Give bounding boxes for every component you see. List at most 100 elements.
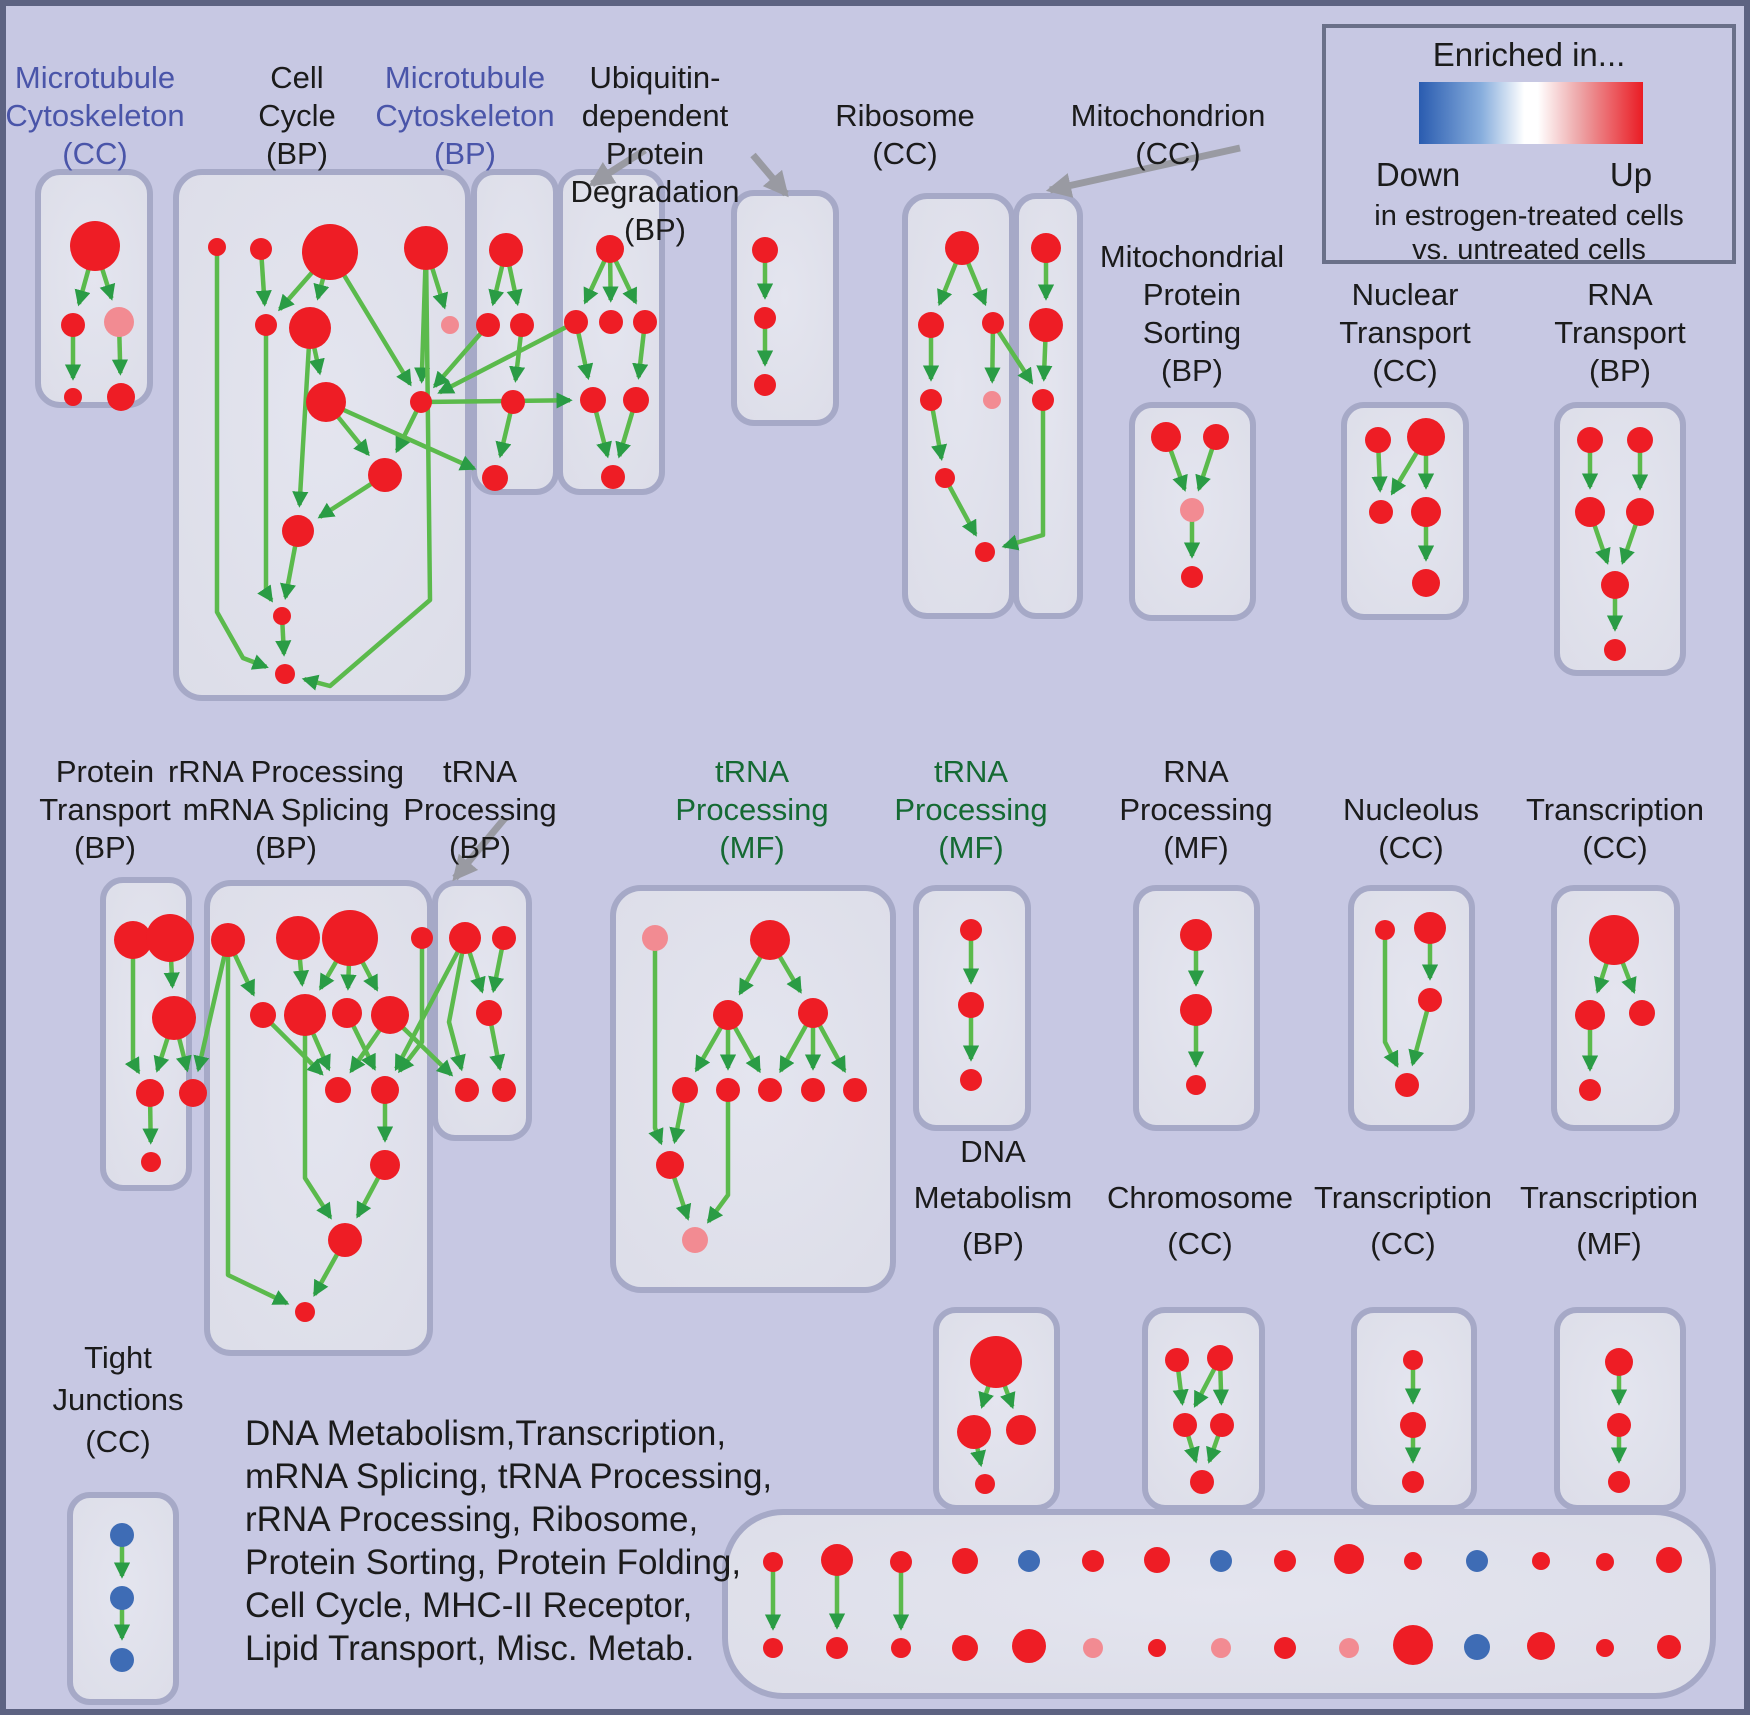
note-line: rRNA Processing, Ribosome, [245,1500,699,1539]
go-node-mtcc-3 [64,388,82,406]
go-node-rnap-0 [1180,919,1212,951]
lbl-trna-bp-line-1: Processing [403,792,556,827]
go-node-strip-24 [1339,1638,1359,1658]
go-node-txmf-1 [1607,1413,1631,1437]
lbl-rrna-mrna-line-1: mRNA Splicing [183,792,390,827]
cluster-box-mtcc [35,169,153,408]
summary-note: DNA Metabolism,Transcription, mRNA Splic… [245,1412,772,1670]
go-node-txcc-1 [1575,1000,1605,1030]
go-node-rrna-12 [295,1302,315,1322]
go-node-mito-0 [1031,233,1061,263]
go-node-cc-0 [208,238,226,256]
edge-arrow [706,1090,731,1224]
note-line: DNA Metabolism,Transcription, [245,1414,727,1453]
edge-arrow [991,321,1034,385]
cluster-box-nt [1341,402,1469,620]
go-node-chrom-3 [1210,1413,1234,1437]
lbl-microtubule-cc-line-2: (CC) [62,136,127,171]
go-node-mtbp-4 [482,465,508,491]
go-node-trnamf1-9 [656,1151,684,1179]
lbl-rna-processing-line-2: (MF) [1163,830,1228,865]
go-node-strip-7 [1210,1550,1232,1572]
go-node-rnap-1 [1180,994,1212,1026]
go-node-rrna-1 [276,916,320,960]
edge-arrow [433,323,490,389]
go-node-ubR-0 [752,237,778,263]
go-node-cc-11 [273,607,291,625]
go-node-mtbp-2 [510,313,534,337]
go-node-strip-1 [821,1544,853,1576]
lbl-ubiquitin-line-2: Protein [606,136,704,171]
go-node-mps-1 [1203,424,1229,450]
lbl-rrna-mrna-line-2: (BP) [255,830,317,865]
lbl-cell-cycle-line-0: Cell [270,60,323,95]
lbl-nucleolus-line-1: (CC) [1378,830,1443,865]
go-node-rnat-2 [1575,497,1605,527]
go-node-ubR-1 [754,307,776,329]
lbl-protein-transport-line-0: Protein [56,754,154,789]
go-node-strip-6 [1144,1547,1170,1573]
note-line: mRNA Splicing, tRNA Processing, [245,1457,773,1496]
go-node-trnamf1-10 [682,1227,708,1253]
lbl-microtubule-cc-line-1: Cytoskeleton [5,98,184,133]
go-node-cc-12 [275,664,295,684]
lbl-nuclear-transport-line-0: Nuclear [1352,277,1459,312]
pointer-arrow [1045,144,1241,198]
go-node-trnamf1-7 [801,1078,825,1102]
lbl-dna-metabolism-line-0: DNA [960,1134,1026,1169]
go-node-strip-21 [1148,1639,1166,1657]
go-node-nt-2 [1369,500,1393,524]
go-node-cc-8 [410,391,432,413]
go-node-strip-17 [891,1638,911,1658]
go-node-chrom-4 [1190,1470,1214,1494]
lbl-mito-protein-sorting-line-3: (BP) [1161,353,1223,388]
pointer-arrow [588,147,647,187]
lbl-transcription-mf-line-1: (MF) [1576,1226,1641,1261]
go-node-txcc3-2 [1402,1471,1424,1493]
lbl-trna-mf-2-line-1: Processing [894,792,1047,827]
cluster-box-nucl [1348,885,1475,1131]
go-node-dnam-2 [1006,1415,1036,1445]
lbl-mitochondrion-line-1: (CC) [1135,136,1200,171]
go-node-nucl-3 [1395,1073,1419,1097]
go-node-mtcc-4 [107,383,135,411]
cluster-box-ubR [731,190,839,426]
go-node-strip-20 [1083,1638,1103,1658]
go-node-cc-5 [289,307,331,349]
lbl-microtubule-bp-line-0: Microtubule [385,60,545,95]
legend-subtitle-1: in estrogen-treated cells [1374,200,1684,232]
lbl-cell-cycle-line-2: (BP) [266,136,328,171]
go-node-rrna-0 [211,923,245,957]
cluster-box-rnat [1554,402,1686,676]
pointer-arrow [750,152,789,198]
go-node-mps-0 [1151,422,1181,452]
edge-arrow [261,1013,324,1076]
go-node-cc-6 [441,316,459,334]
lbl-cell-cycle-line-1: Cycle [258,98,336,133]
lbl-transcription-cc-line-0: Transcription [1526,792,1704,827]
go-node-mito-2 [1032,389,1054,411]
go-node-rrna-2 [322,910,378,966]
go-node-mito-1 [1029,308,1063,342]
lbl-tight-junctions-line-0: Tight [84,1340,152,1375]
go-node-tj-0 [110,1523,134,1547]
go-node-txmf-2 [1608,1471,1630,1493]
go-node-rnat-1 [1627,427,1653,453]
go-node-strip-12 [1532,1552,1550,1570]
go-node-rrna-9 [371,1076,399,1104]
go-node-dnam-0 [970,1336,1022,1388]
go-node-trnabp-4 [492,1078,516,1102]
go-node-rnat-4 [1601,571,1629,599]
go-node-nucl-1 [1414,912,1446,944]
go-node-mtbp-0 [489,233,523,267]
lbl-trna-bp-line-0: tRNA [443,754,517,789]
go-node-txcc-3 [1579,1079,1601,1101]
edge-arrow [124,940,141,1075]
edge-arrow [446,937,468,1072]
go-node-ribo-0 [945,231,979,265]
go-node-strip-16 [826,1637,848,1659]
go-node-rrna-7 [371,996,409,1034]
go-node-rnap-2 [1186,1075,1206,1095]
go-node-ribo-1 [918,312,944,338]
